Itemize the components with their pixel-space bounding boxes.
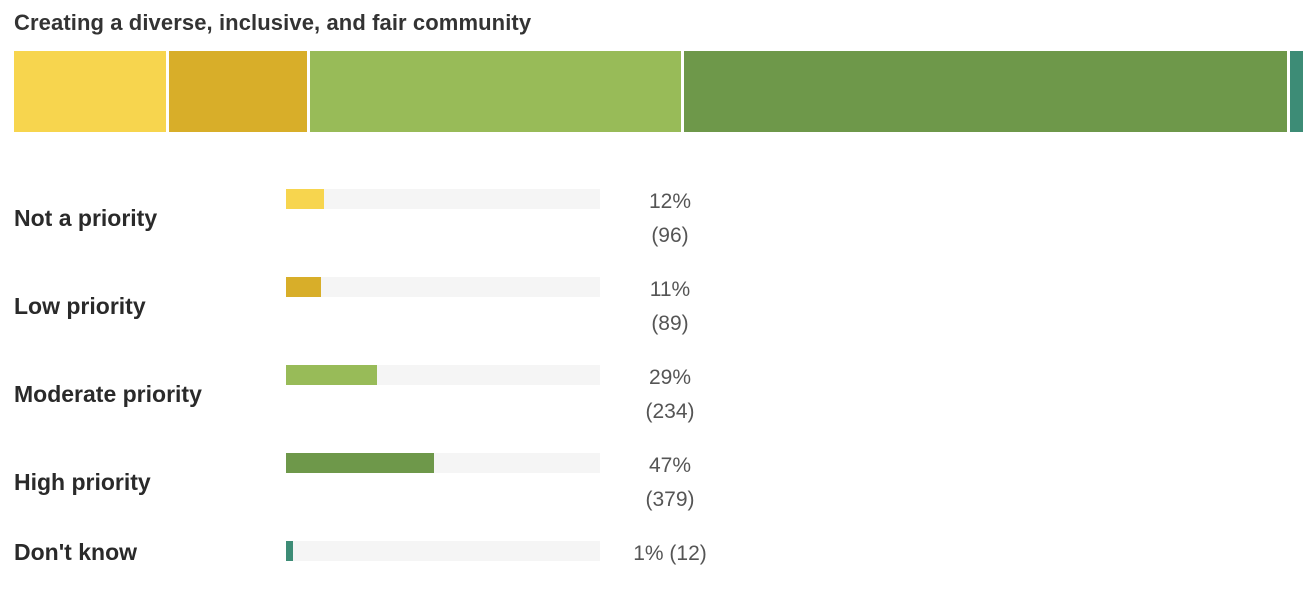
stacked-segment-5 bbox=[1290, 51, 1303, 132]
chart-title: Creating a diverse, inclusive, and fair … bbox=[14, 10, 532, 35]
category-label: Low priority bbox=[14, 293, 146, 319]
percent-label: 47% bbox=[648, 454, 692, 477]
percent-label: 12% bbox=[648, 190, 692, 213]
category-label: Don't know bbox=[14, 539, 138, 565]
bar-track bbox=[286, 277, 600, 297]
bar-fill bbox=[286, 541, 293, 561]
value-label: 1% (12) bbox=[600, 537, 740, 571]
stacked-segment-2 bbox=[168, 51, 311, 132]
bar-track bbox=[286, 365, 600, 385]
count-label: (234) bbox=[645, 400, 695, 423]
bar-fill bbox=[286, 365, 378, 385]
bar-track bbox=[286, 453, 600, 473]
bar-track bbox=[286, 541, 600, 561]
bar-track bbox=[286, 189, 600, 209]
stacked-bar bbox=[14, 51, 1303, 132]
category-label: Not a priority bbox=[14, 205, 158, 231]
category-label: Moderate priority bbox=[14, 381, 202, 407]
stacked-segment-4 bbox=[684, 51, 1291, 132]
percent-label: 11% bbox=[649, 278, 691, 301]
percent-label: 29% bbox=[648, 366, 692, 389]
bar-fill bbox=[286, 189, 324, 209]
category-label: High priority bbox=[14, 469, 151, 495]
stacked-segment-1 bbox=[14, 51, 169, 132]
count-label: (89) bbox=[651, 312, 689, 335]
count-label: (96) bbox=[651, 224, 689, 247]
percent-label: 1% bbox=[633, 542, 664, 565]
bar-fill bbox=[286, 453, 434, 473]
stacked-segment-3 bbox=[310, 51, 685, 132]
bar-fill bbox=[286, 277, 321, 297]
count-label: (12) bbox=[669, 542, 707, 565]
count-label: (379) bbox=[645, 488, 695, 511]
